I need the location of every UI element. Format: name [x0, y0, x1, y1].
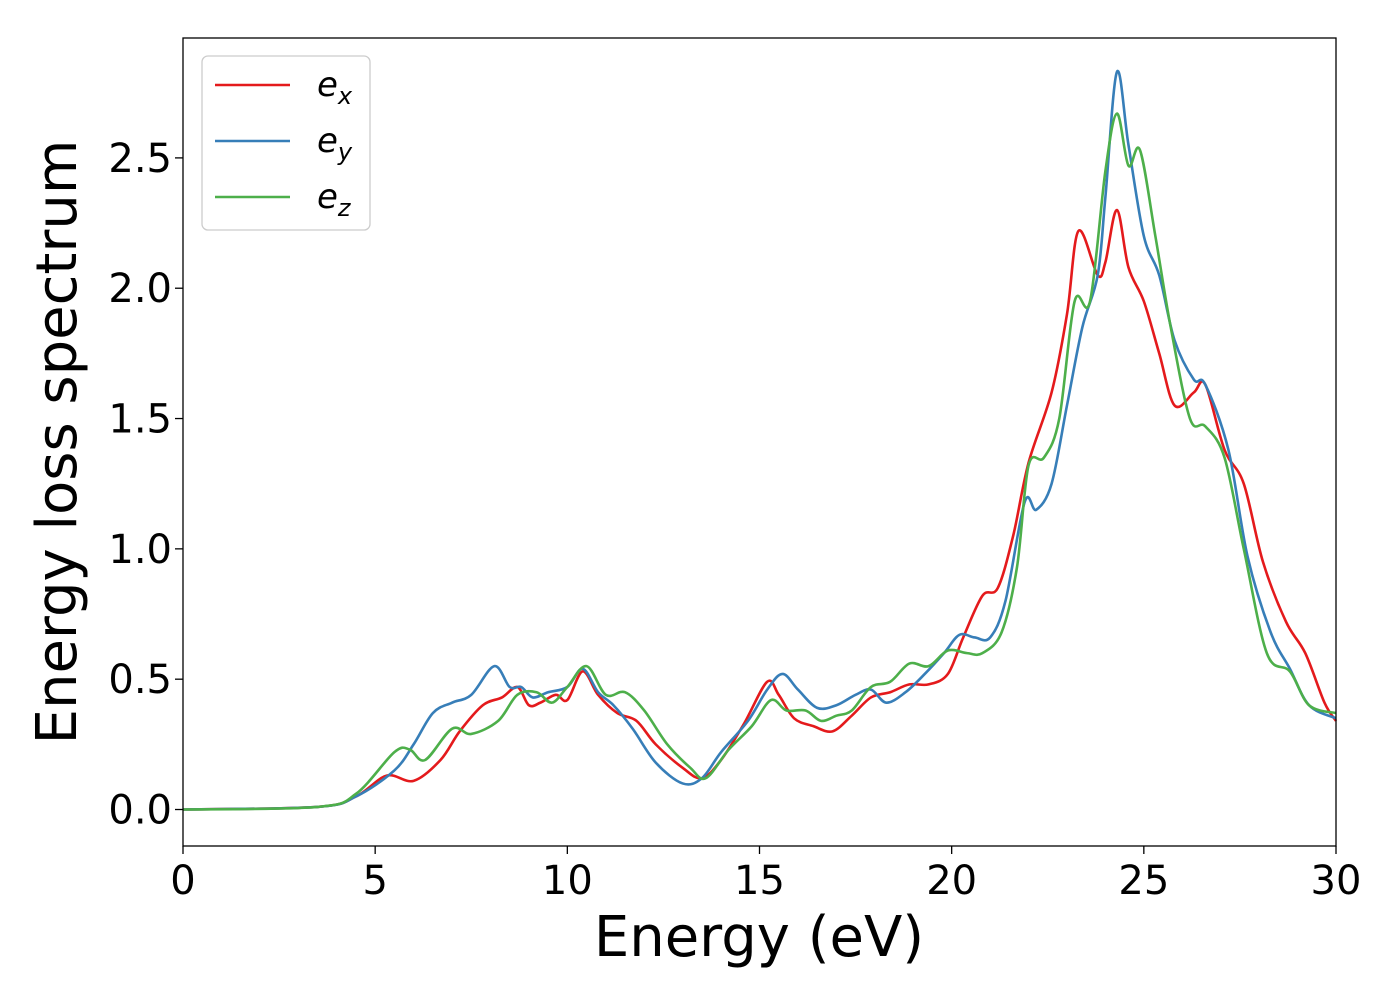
y-tick-label: 1.0 [108, 527, 172, 573]
y-axis-title: Energy loss spectrum [25, 140, 90, 745]
x-axis-ticks: 0 5 10 15 20 25 30 [170, 846, 1361, 904]
series-line-y [182, 69, 1337, 811]
x-tick-label: 25 [1118, 858, 1169, 904]
y-tick-label: 1.5 [108, 397, 172, 443]
x-tick-label: 10 [542, 858, 593, 904]
x-tick-label: 0 [170, 858, 195, 904]
y-axis-ticks: 0.0 0.5 1.0 1.5 2.0 2.5 [108, 136, 183, 834]
y-tick-label: 2.5 [108, 136, 172, 182]
x-axis-title: Energy (eV) [594, 905, 924, 970]
y-tick-label: 0.0 [108, 788, 172, 834]
legend-box [201, 55, 371, 231]
x-tick-label: 15 [734, 858, 785, 904]
x-tick-label: 30 [1311, 858, 1362, 904]
x-tick-label: 5 [362, 858, 387, 904]
series-line-x [182, 208, 1338, 811]
y-tick-label: 2.0 [108, 266, 172, 312]
series-lines [182, 69, 1338, 811]
x-tick-label: 20 [926, 858, 977, 904]
series-line-z [182, 112, 1337, 811]
y-tick-label: 0.5 [108, 657, 172, 703]
